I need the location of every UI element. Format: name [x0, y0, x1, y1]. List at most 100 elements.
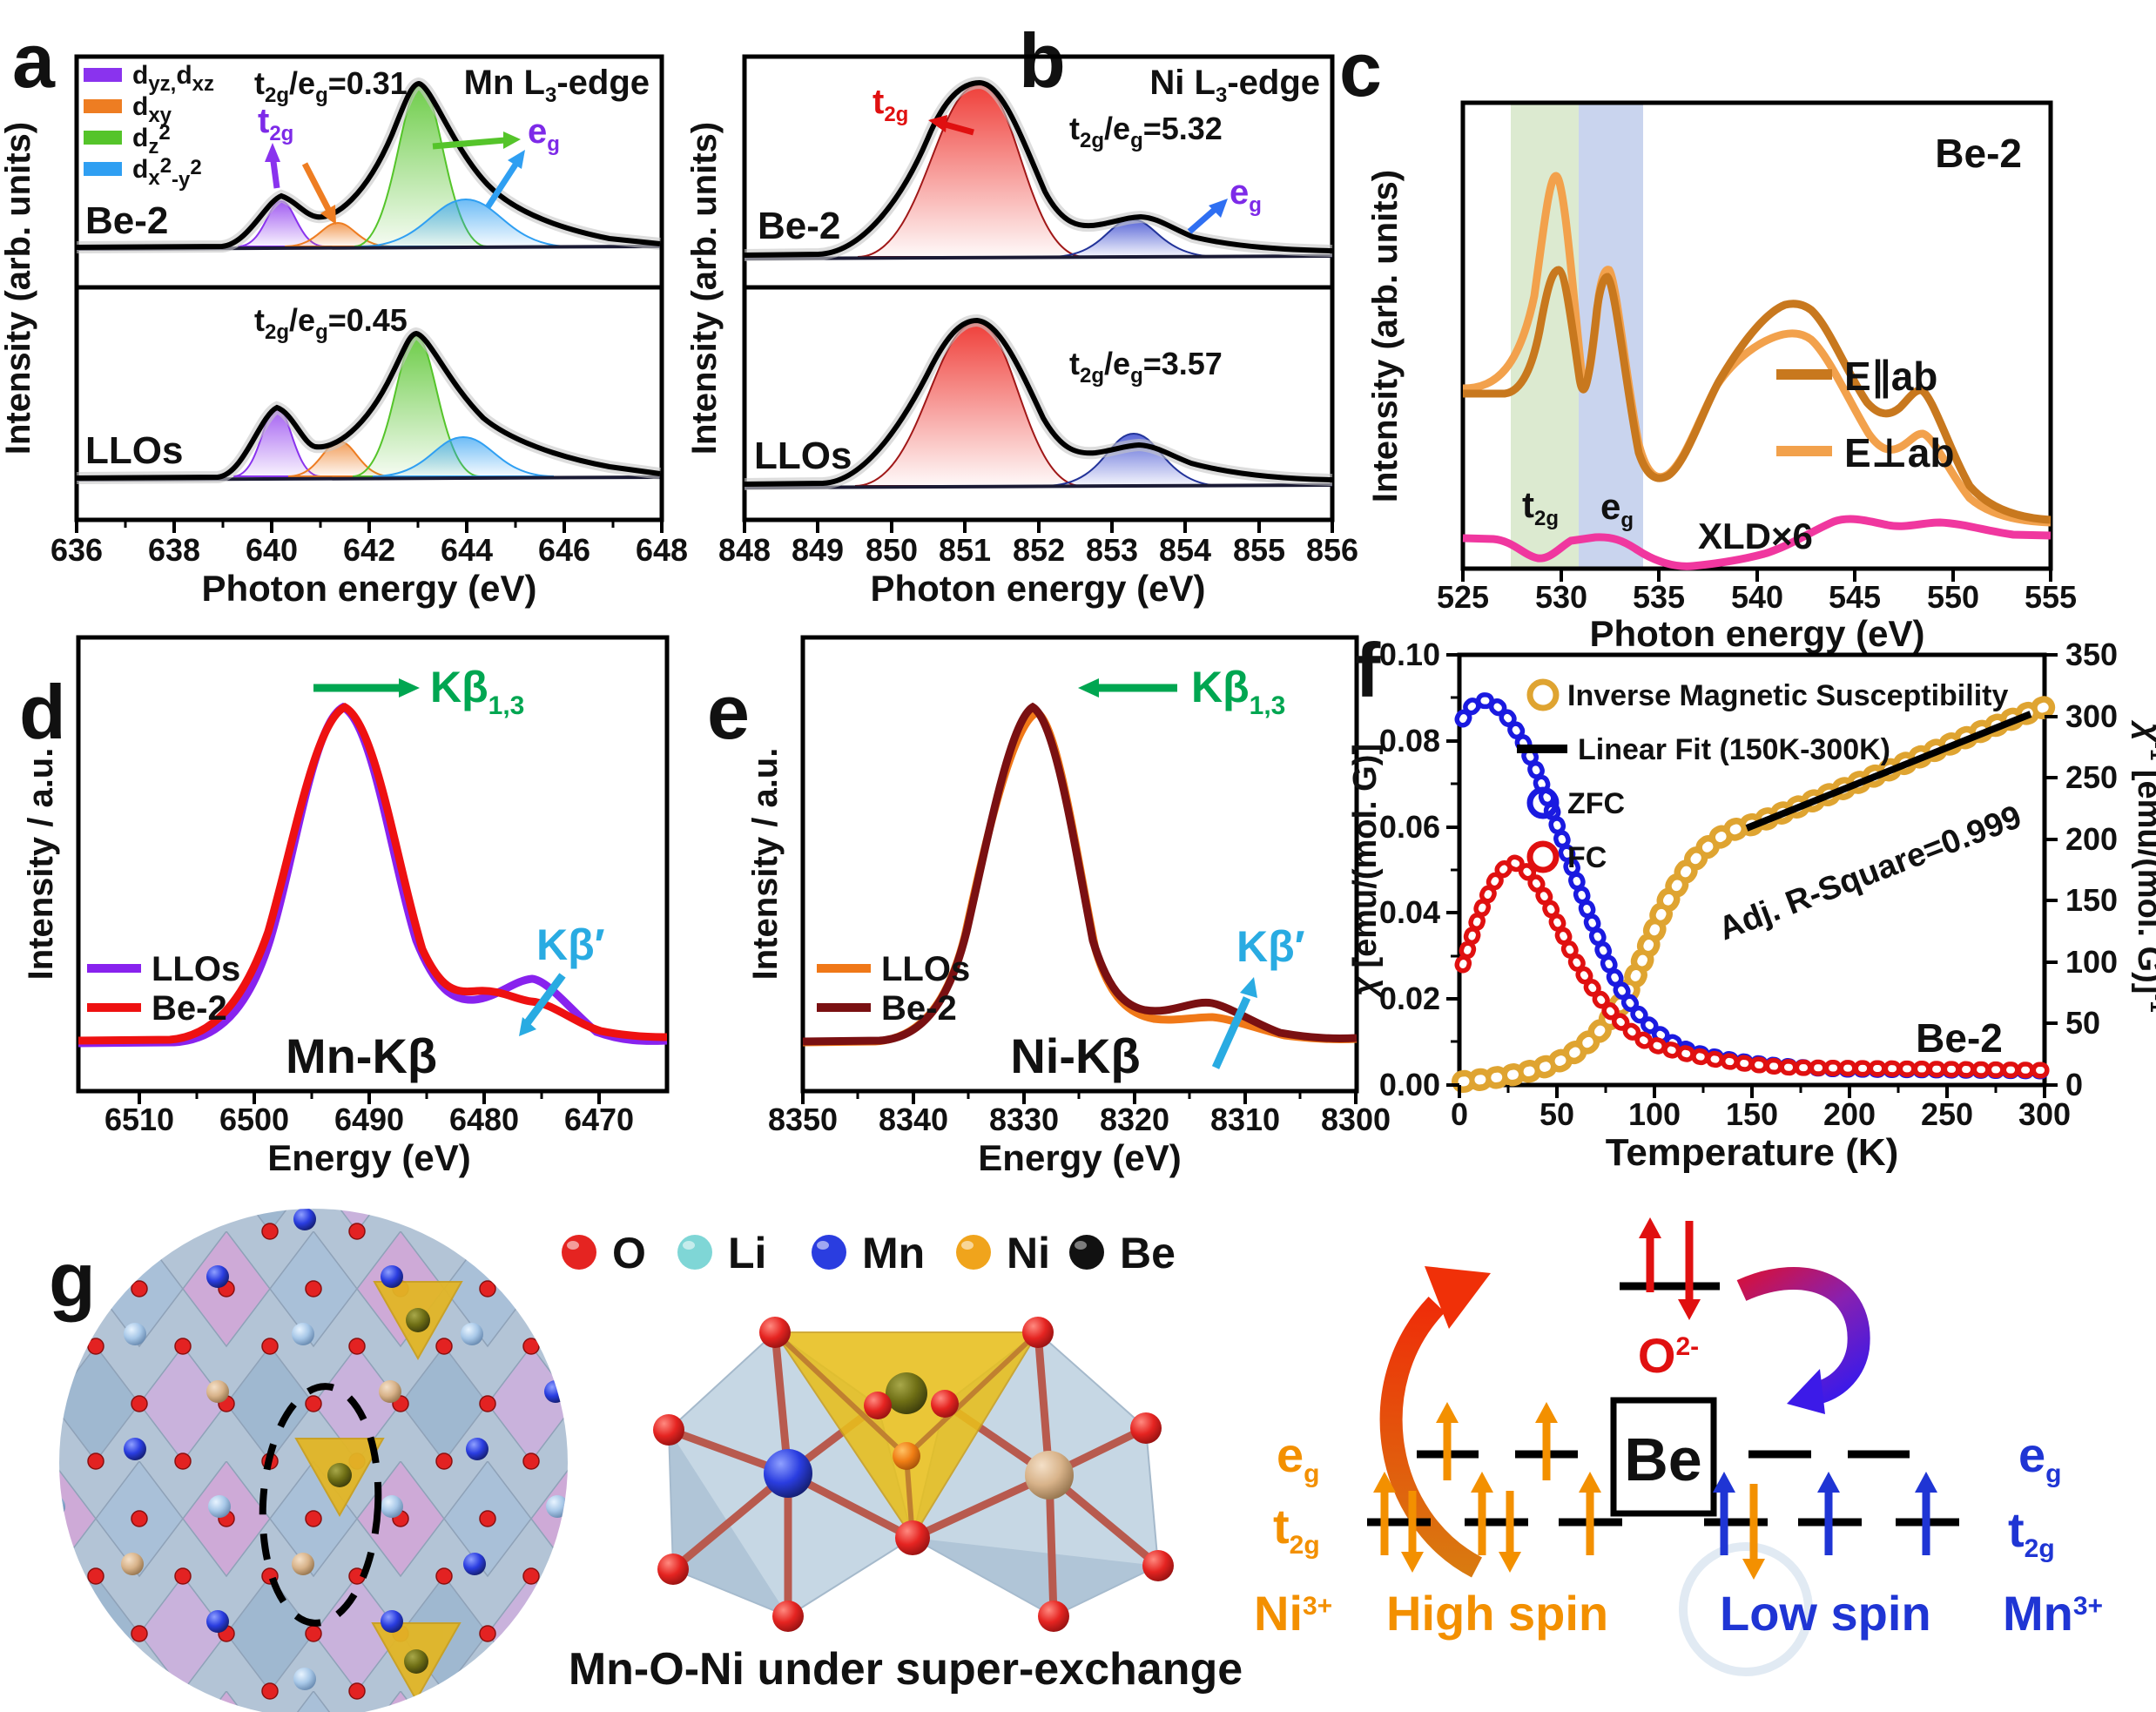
- panel-c-letter: c: [1339, 26, 1382, 112]
- panel-c-eg-band: [1579, 104, 1643, 567]
- panel-b-letter: b: [1019, 17, 1066, 104]
- tick: 6500: [219, 1102, 289, 1137]
- legend-swatch-dz2: [84, 131, 122, 145]
- watermark-circle: [1679, 1542, 1813, 1676]
- panel-c-ylabel: Intensity (arb. units): [1366, 170, 1405, 502]
- legend-label-dyzdxz: dyz,dxz: [132, 61, 214, 96]
- atom-swatch-ni: [956, 1235, 991, 1270]
- panel-f-left-axis: 0.10 0.08 0.06 0.04 0.02 0.00 χ [emu/(mo…: [1347, 637, 1459, 1102]
- tick: 50: [1540, 1096, 1574, 1132]
- panel-d-kb13-label: Kβ1,3: [430, 663, 524, 720]
- dashed-ellipse-highlight: [259, 1383, 382, 1627]
- tick: 856: [1306, 532, 1358, 568]
- panel-b-eg-arrow: [1187, 205, 1220, 234]
- legend-ring-zfc: [1526, 786, 1560, 819]
- panel-b-ratio-top: t2g/eg=5.32: [1069, 111, 1223, 152]
- tick: 525: [1437, 579, 1489, 615]
- panel-a-ratio-top: t2g/eg=0.31: [254, 65, 408, 107]
- panel-a-title: Mn L3-edge: [464, 64, 650, 107]
- tick: 350: [2065, 637, 2118, 672]
- atom-swatch-li: [677, 1235, 712, 1270]
- tick: 849: [792, 532, 844, 568]
- panel-g-letter: g: [49, 1237, 96, 1323]
- panel-a-llos-fit: [77, 334, 660, 480]
- tick: 8330: [989, 1102, 1059, 1137]
- tick: 8300: [1321, 1102, 1391, 1137]
- panel-e-kbp-label: Kβ′: [1236, 922, 1305, 971]
- panel-c-legend: E∥ab E⊥ab: [1776, 354, 1954, 475]
- tick: 851: [939, 532, 991, 568]
- legend-label-dz2: dz2: [132, 121, 171, 158]
- legend-label-dxy: dxy: [132, 92, 172, 127]
- panel-c: c Intensity (arb. units) Be-2 E∥ab E⊥ab …: [1339, 26, 2077, 654]
- tick: 200: [1823, 1096, 1876, 1132]
- tick: 535: [1633, 579, 1685, 615]
- charge-transfer-arrow-right: [1736, 1267, 1870, 1404]
- be-box-label: Be: [1624, 1426, 1701, 1493]
- tick: 8320: [1100, 1102, 1169, 1137]
- tick: 854: [1159, 532, 1211, 568]
- electron-diagram: O2- Be eg eg t2g t2g Ni3+ High spin Low …: [1254, 1217, 2103, 1676]
- panel-d-title: Mn-Kβ: [286, 1028, 437, 1083]
- panel-f-ylabel-right: χ-1 [emu/(mol. G)]-1: [2131, 719, 2156, 1013]
- panel-b-be2-fit: [744, 83, 1332, 259]
- panel-d-kbp-label: Kβ′: [536, 920, 605, 969]
- panel-b-eg-label: eg: [1230, 173, 1262, 217]
- tick: 852: [1013, 532, 1065, 568]
- be-tetrahedron: [773, 1331, 1040, 1540]
- o-ion-label: O2-: [1638, 1328, 1699, 1383]
- atom-label-ni: Ni: [1007, 1229, 1050, 1277]
- tick: 300: [2018, 1096, 2071, 1132]
- panel-b-xlabel: Photon energy (eV): [870, 568, 1205, 609]
- panel-c-eg-label: eg: [1600, 486, 1634, 532]
- legend-label-llos: LLOs: [152, 950, 240, 988]
- panel-a-eg-label: eg: [528, 112, 560, 156]
- tick: 8350: [768, 1102, 838, 1137]
- tick: 250: [1921, 1096, 1973, 1132]
- tick: 850: [866, 532, 918, 568]
- be-atom: [886, 1372, 927, 1414]
- legend-ring-fc: [1526, 840, 1560, 873]
- tick: 853: [1086, 532, 1138, 568]
- atom-label-o: O: [612, 1229, 646, 1277]
- panel-b-xaxis: 848 849 850 851 852 853 854 855 856 Phot…: [718, 520, 1358, 609]
- atom-swatch-mn: [812, 1235, 846, 1270]
- tick: 8340: [879, 1102, 948, 1137]
- panel-e-letter: e: [707, 669, 750, 755]
- atom-swatch-o: [562, 1235, 596, 1270]
- tick: 8310: [1210, 1102, 1280, 1137]
- panel-a-ylabel: Intensity (arb. units): [0, 122, 37, 455]
- panel-e-kbp-arrow: [1211, 996, 1251, 1069]
- legend-label-fc: FC: [1567, 841, 1607, 874]
- panel-b-ratio-bottom: t2g/eg=3.57: [1069, 346, 1223, 388]
- charge-transfer-arrow-left: [1379, 1297, 1483, 1578]
- tick: 6490: [334, 1102, 404, 1137]
- panel-c-sample: Be-2: [1935, 131, 2022, 176]
- super-exchange-cluster: [653, 1317, 1174, 1632]
- tick: 855: [1233, 532, 1285, 568]
- legend-swatch-dx2y2: [84, 162, 122, 176]
- legend-label-be2: Be-2: [152, 989, 227, 1028]
- tick: 0: [2065, 1067, 2083, 1102]
- panel-f-legend: Inverse Magnetic Susceptibility Linear F…: [1517, 678, 2008, 874]
- cluster-caption: Mn-O-Ni under super-exchange: [569, 1644, 1243, 1695]
- legend-label-fit: Linear Fit (150K-300K): [1578, 733, 1890, 766]
- atom-label-li: Li: [728, 1229, 766, 1277]
- panel-f-xlabel: Temperature (K): [1606, 1131, 1899, 1174]
- panel-a-sample-bottom: LLOs: [85, 429, 183, 472]
- panel-e-kb13-label: Kβ1,3: [1191, 663, 1285, 720]
- tick: 648: [636, 532, 688, 568]
- panel-a-ratio-bottom: t2g/eg=0.45: [254, 302, 408, 344]
- panel-a-legend: dyz,dxz dxy dz2 dx2-y2: [84, 61, 214, 192]
- tick: 642: [343, 532, 395, 568]
- tick: 250: [2065, 759, 2118, 795]
- panel-a: a Intensity (arb. units) dyz,dxz dxy dz2…: [0, 17, 688, 609]
- bridge-atom: [893, 1442, 920, 1470]
- panel-f: f Adj. R-Square=0.999 Inverse Magnetic S…: [1347, 627, 2156, 1174]
- panel-f-letter: f: [1355, 627, 1381, 713]
- tick: 100: [2065, 944, 2118, 980]
- tick: 6510: [104, 1102, 174, 1137]
- panel-g: g O Li Mn Ni B: [49, 1209, 2103, 1712]
- panel-b-t2g-arrow: [941, 120, 974, 136]
